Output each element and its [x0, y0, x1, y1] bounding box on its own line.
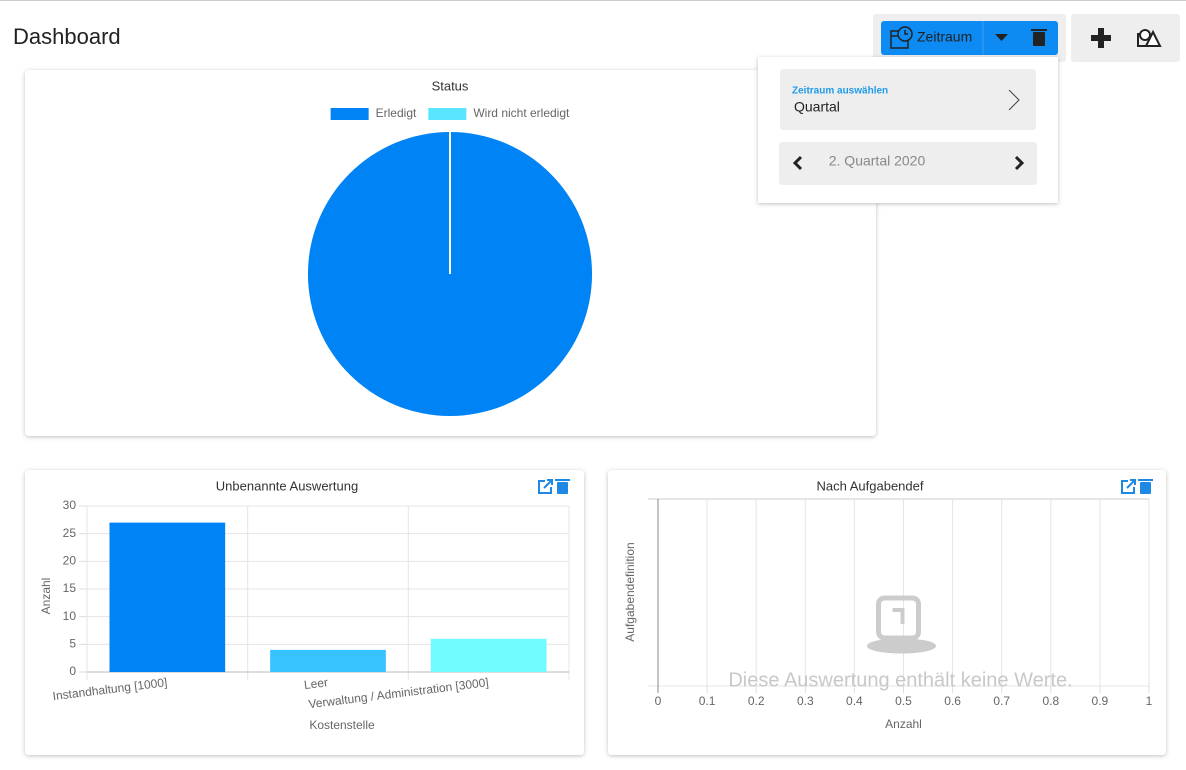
y-axis-label: Anzahl — [39, 578, 53, 615]
period-type-select[interactable] — [780, 69, 1036, 130]
x-tick-label: 0.4 — [846, 694, 863, 708]
x-tick-label: 0.8 — [1042, 694, 1059, 708]
card — [608, 470, 1166, 755]
x-tick-label: 0.2 — [748, 694, 765, 708]
y-axis-label: Aufgabendefinition — [623, 542, 637, 641]
add-icon[interactable] — [1091, 28, 1111, 48]
delete-icon[interactable] — [1138, 479, 1153, 494]
chart-title: Nach Aufgabendef — [817, 478, 924, 493]
previous-period[interactable] — [792, 155, 803, 171]
icon-part — [892, 608, 905, 624]
toolbar-group — [1071, 14, 1180, 62]
x-tick-label: Leer — [303, 675, 329, 692]
period-button-label[interactable]: Zeitraum — [917, 29, 972, 45]
y-tick-label: 30 — [63, 498, 77, 512]
y-tick-label: 0 — [69, 664, 76, 678]
empty-message: Diese Auswertung enthält keine Werte. — [728, 669, 1072, 691]
card — [25, 470, 584, 755]
delete-icon[interactable] — [555, 479, 570, 494]
clear-period-icon[interactable] — [1031, 29, 1047, 46]
y-tick-label: 20 — [63, 554, 77, 568]
x-tick-label: 0.5 — [895, 694, 912, 708]
empty-icon — [867, 595, 936, 654]
icon-part — [876, 595, 921, 641]
legend-label: Erledigt — [376, 106, 417, 120]
chevron — [1008, 89, 1020, 111]
x-tick-label: 0.1 — [699, 694, 716, 708]
page-title: Dashboard — [13, 24, 121, 49]
calendar-icon — [890, 26, 913, 49]
x-tick-label: 0.9 — [1092, 694, 1109, 708]
x-tick-label: 0 — [655, 694, 662, 708]
period-navigator — [779, 142, 1037, 185]
dropdown-caret[interactable] — [995, 34, 1008, 41]
x-tick-label: 1 — [1146, 694, 1153, 708]
period-type-value[interactable]: Quartal — [794, 99, 840, 115]
x-tick-label: 0.3 — [797, 694, 814, 708]
open-icon[interactable] — [1121, 479, 1136, 494]
y-tick-label: 5 — [69, 637, 76, 651]
icon-part — [867, 638, 936, 654]
bar — [430, 638, 547, 672]
y-tick-label: 25 — [63, 526, 77, 540]
x-tick-label: 0.7 — [993, 694, 1010, 708]
charts: Status Erledigt Wird nicht erledigt Unbenan… — [39, 78, 1152, 732]
legend-swatch — [428, 108, 467, 120]
current-period: 2. Quartal 2020 — [829, 153, 926, 169]
open-icon[interactable] — [538, 479, 553, 494]
next-period[interactable] — [1014, 155, 1025, 171]
bar — [109, 522, 226, 672]
y-tick-label: 15 — [63, 581, 77, 595]
legend-label: Wird nicht erledigt — [473, 106, 570, 120]
period-type-label: Zeitraum auswählen — [792, 86, 888, 97]
legend-swatch — [330, 108, 369, 120]
bar — [270, 649, 386, 672]
chart-title: Status — [432, 78, 469, 93]
period-button[interactable] — [881, 21, 1058, 55]
shapes-icon[interactable] — [1137, 29, 1162, 47]
x-axis-label: Anzahl — [885, 717, 922, 731]
legend: Erledigt Wird nicht erledigt — [330, 106, 570, 120]
y-tick-label: 10 — [63, 609, 77, 623]
chart-title: Unbenannte Auswertung — [216, 478, 358, 493]
x-axis-label: Kostenstelle — [309, 718, 375, 732]
x-tick-label: 0.6 — [944, 694, 961, 708]
